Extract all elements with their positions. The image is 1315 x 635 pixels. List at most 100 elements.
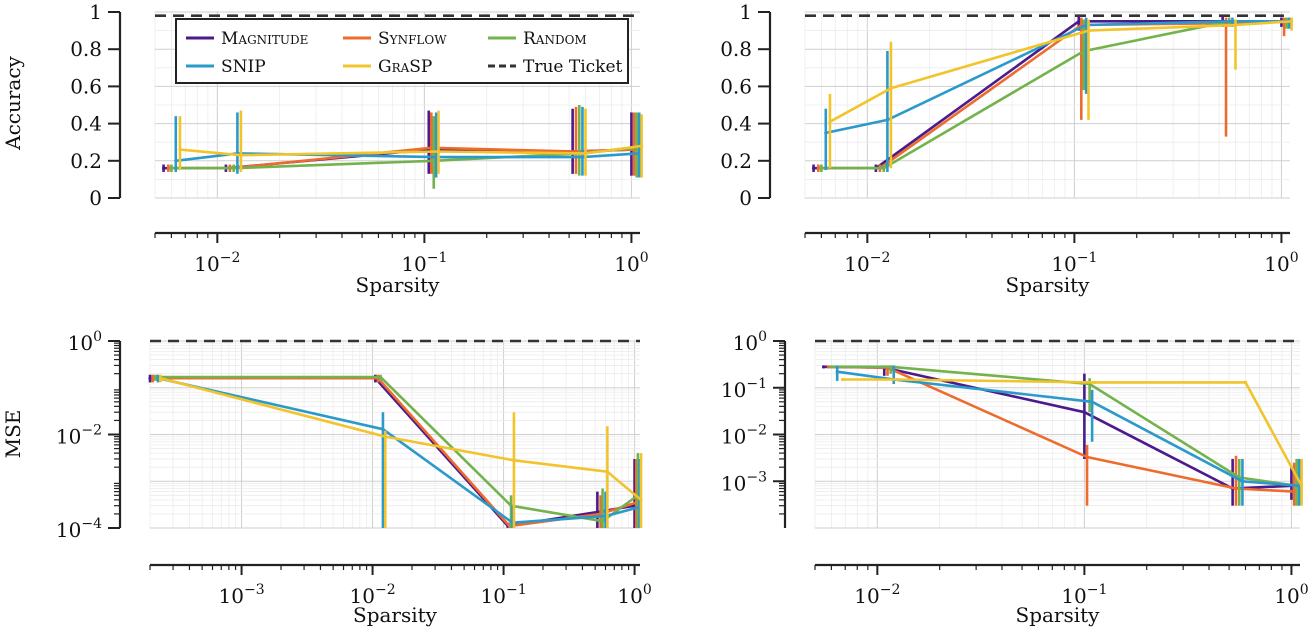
x-axis: 10−3 10−2 10−1 100	[149, 563, 652, 608]
data-point	[1240, 479, 1245, 483]
series-synflow	[151, 374, 638, 528]
data-point	[512, 458, 516, 462]
y-tick-label: 0.4	[70, 112, 102, 136]
chart-top-left: 0 0.2 0.4 0.6 0.8 1 10−2 10−1 100 Sparsity Accurac…	[1, 0, 649, 297]
series-line	[150, 376, 635, 528]
data-point	[889, 365, 893, 369]
x-axis: 10−2 10−1 100	[804, 231, 1299, 276]
data-point	[429, 146, 433, 150]
y-tick-label: 0.2	[720, 149, 752, 173]
y-tick-label: 10−3	[721, 469, 767, 495]
data-point	[895, 377, 899, 382]
data-point	[821, 365, 826, 369]
y-axis-title: Accuracy	[1, 55, 25, 150]
data-point	[828, 120, 832, 124]
y-tick-label: 10−2	[56, 423, 102, 449]
y-axis: 100 10−2 10−4	[56, 329, 122, 542]
data-point	[158, 376, 162, 380]
x-axis-title: Sparsity	[1006, 273, 1091, 297]
data-point	[378, 375, 383, 379]
y-tick-label: 0.6	[720, 74, 752, 98]
data-point	[148, 376, 152, 380]
chart-top-right: 0 0.2 0.4 0.6 0.8 1 10−2 10−1 100 Sparsity	[720, 0, 1298, 297]
data-point	[239, 153, 243, 157]
x-tick-label: 10−2	[194, 250, 240, 276]
data-point	[580, 155, 585, 159]
y-tick-label: 10−4	[56, 516, 102, 542]
y-tick-label: 1	[739, 0, 752, 24]
series-grasp	[841, 377, 1304, 506]
y-tick-label: 0	[739, 186, 752, 210]
data-point	[383, 435, 387, 439]
x-tick-label: 10−2	[350, 582, 396, 608]
data-point	[178, 148, 182, 152]
series-line	[825, 19, 1290, 135]
data-point	[605, 470, 609, 474]
data-point	[232, 166, 236, 170]
series-snip	[835, 365, 1301, 506]
x-tick-label: 100	[1264, 250, 1298, 276]
legend-label: Magnitude	[221, 29, 308, 49]
x-axis-title: Sparsity	[356, 273, 441, 297]
data-point	[1234, 486, 1238, 491]
data-point	[595, 510, 599, 514]
legend-label: Synflow	[378, 29, 447, 49]
data-point	[583, 151, 588, 155]
x-tick-label: 100	[614, 250, 648, 276]
x-tick-label: 10−1	[1051, 250, 1097, 276]
data-point	[161, 166, 166, 170]
series-grasp	[828, 17, 1294, 169]
data-point	[151, 376, 155, 380]
y-tick-label: 0.8	[720, 37, 752, 61]
y-tick-label: 1	[89, 0, 102, 24]
data-point	[816, 166, 820, 170]
x-axis-title: Sparsity	[1016, 603, 1101, 627]
data-point	[381, 427, 385, 431]
data-point	[882, 166, 886, 170]
y-axis: 0 0.2 0.4 0.6 0.8 1	[720, 0, 772, 210]
data-point	[1085, 455, 1089, 459]
data-point	[1233, 23, 1238, 27]
data-point	[639, 498, 643, 502]
data-point	[1077, 19, 1081, 23]
legend-label: SNIP	[221, 57, 266, 77]
y-tick-label: 100	[68, 329, 102, 355]
data-point	[1090, 400, 1094, 404]
data-point	[600, 519, 605, 523]
data-point	[1082, 49, 1086, 53]
data-point	[156, 376, 160, 380]
y-axis-title: MSE	[1, 410, 25, 459]
legend-box	[175, 18, 629, 84]
series-grasp	[178, 108, 644, 178]
series-snip	[156, 374, 642, 528]
data-point	[169, 166, 173, 170]
x-tick-label: 10−1	[401, 250, 447, 276]
data-point	[1084, 23, 1088, 27]
y-axis: 0 0.2 0.4 0.6 0.8 1	[70, 0, 122, 210]
grid	[149, 340, 640, 529]
data-point	[824, 131, 828, 135]
chart-bottom-left: 100 10−2 10−4 10−3 10−2 10−1 100 Sparsity MSE	[1, 329, 652, 627]
data-point	[166, 166, 170, 170]
data-point	[889, 86, 893, 90]
x-tick-label: 100	[1274, 582, 1308, 608]
data-point	[885, 118, 889, 122]
x-tick-label: 10−2	[854, 582, 900, 608]
series-snip	[174, 106, 641, 178]
data-point	[432, 159, 436, 163]
data-point	[637, 151, 641, 155]
y-tick-label: 100	[733, 329, 767, 355]
x-tick-label: 100	[617, 582, 651, 608]
data-point	[829, 365, 833, 369]
data-point	[1092, 380, 1097, 385]
data-point	[1300, 484, 1304, 488]
data-point	[819, 166, 823, 170]
y-tick-label: 0.4	[720, 112, 752, 136]
data-point	[826, 365, 830, 369]
y-axis: 100 10−1 10−2 10−3	[721, 329, 787, 528]
data-point	[1290, 19, 1294, 23]
chart-bottom-right: 100 10−1 10−2 10−3 10−2 10−1 100 Sparsity	[721, 329, 1309, 627]
data-point	[1243, 380, 1248, 385]
y-tick-label: 0.8	[70, 37, 102, 61]
